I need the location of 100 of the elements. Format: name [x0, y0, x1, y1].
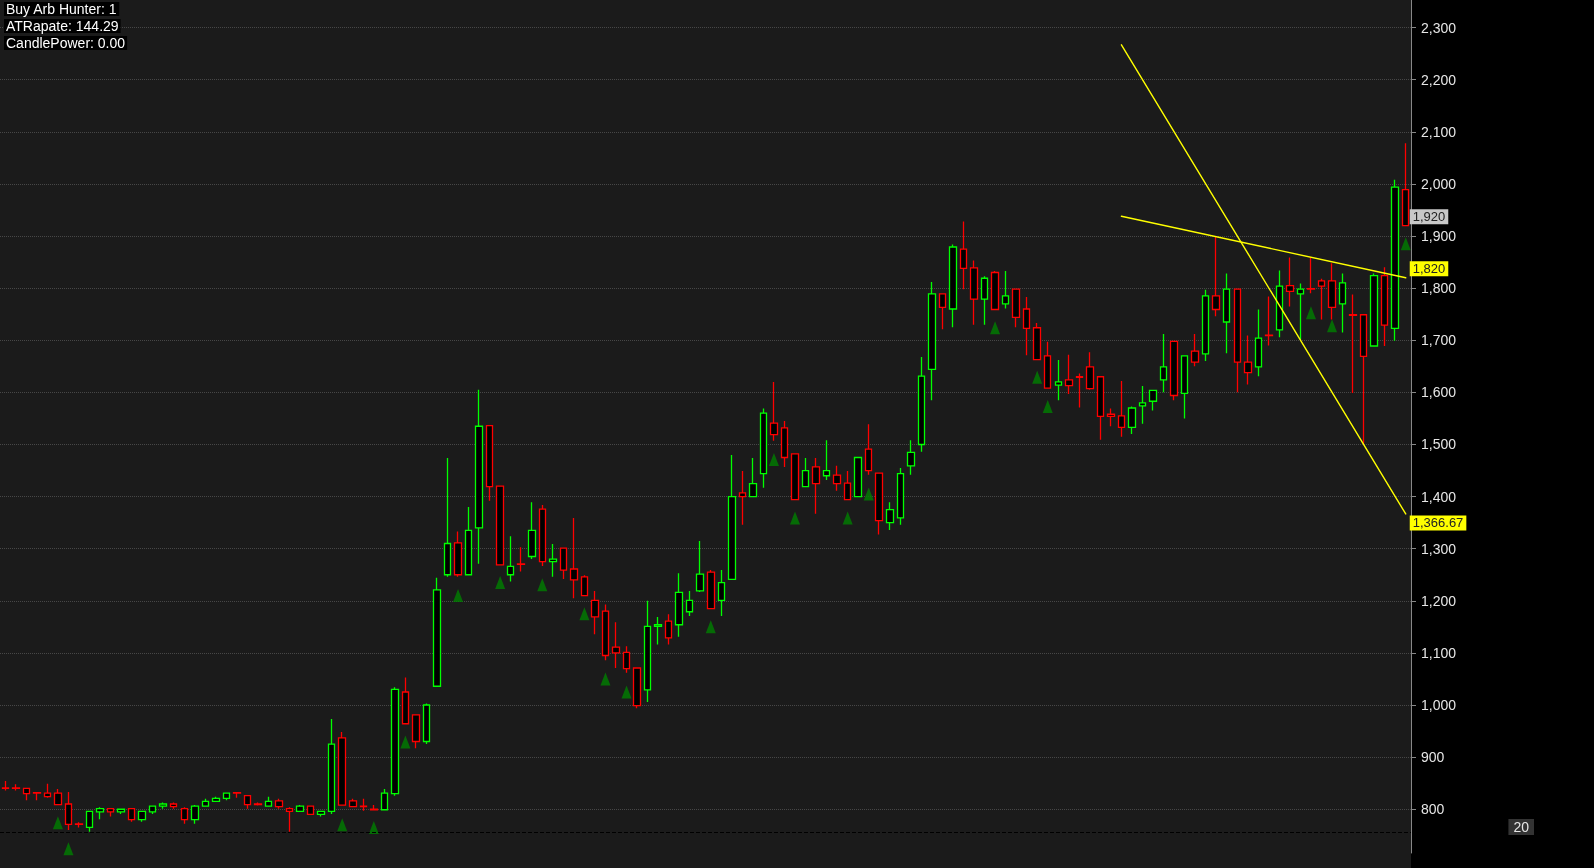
candlestick	[748, 457, 758, 498]
y-tick-label: 900	[1421, 749, 1445, 766]
candlestick	[485, 425, 494, 502]
candlestick	[832, 465, 842, 492]
candlestick	[1285, 256, 1295, 308]
candlestick	[422, 702, 431, 745]
candlestick	[685, 590, 694, 617]
text: 20	[1513, 819, 1530, 835]
candlestick	[390, 686, 400, 797]
candlestick	[990, 270, 1000, 311]
candlestick	[495, 485, 505, 566]
candlestick	[1127, 405, 1137, 435]
point	[337, 818, 348, 832]
point	[52, 816, 63, 830]
point	[495, 576, 506, 590]
candlestick	[85, 810, 94, 833]
point	[1032, 370, 1043, 384]
candlestick	[516, 546, 526, 573]
point	[1305, 306, 1316, 320]
data-label: 1,820	[1412, 261, 1446, 277]
candlestick	[927, 281, 937, 401]
candlestick	[1243, 334, 1253, 386]
candlestick	[706, 569, 716, 610]
candlestick	[11, 783, 21, 792]
point	[579, 607, 590, 621]
candlestick	[1180, 355, 1189, 420]
y-tick-label: 1,000	[1421, 697, 1457, 714]
data-label: 1,366.67	[1412, 515, 1464, 531]
candlestick	[822, 439, 831, 481]
candlestick	[1275, 269, 1284, 338]
y-tick-label: 1,700	[1421, 332, 1457, 349]
candlestick	[759, 407, 768, 489]
candlestick	[664, 613, 673, 646]
candlestick	[1148, 389, 1158, 412]
point	[1400, 237, 1411, 251]
y-tick-label: 1,200	[1421, 592, 1457, 609]
candlestick	[1317, 278, 1326, 321]
point	[705, 620, 716, 634]
candlestick	[432, 577, 442, 688]
candlestick	[769, 381, 779, 442]
candlestick	[348, 798, 358, 808]
candlestick	[632, 667, 642, 709]
point	[990, 321, 1001, 335]
candlestick	[801, 457, 810, 488]
candlestick	[874, 472, 884, 536]
y-tick-label: 800	[1421, 801, 1445, 818]
candlestick	[780, 420, 789, 468]
candlestick	[253, 801, 263, 807]
candlestick	[1233, 288, 1242, 394]
candlestick	[1043, 341, 1052, 389]
text: 1,920	[1412, 209, 1446, 225]
candlestick	[1117, 380, 1126, 438]
candlestick	[211, 796, 221, 803]
candlestick	[1348, 293, 1358, 394]
point	[863, 487, 874, 501]
y-tick-label: 2,200	[1421, 71, 1457, 88]
candlestick	[106, 808, 115, 818]
candlestick	[380, 788, 389, 811]
y-tick-label: 1,800	[1421, 280, 1457, 297]
candlestick	[548, 543, 558, 578]
candlestick	[1390, 179, 1400, 342]
candlestick	[1085, 351, 1095, 391]
point	[621, 685, 632, 699]
point	[368, 820, 379, 834]
candlestick	[274, 798, 284, 810]
candlestick	[1064, 354, 1074, 395]
candlestick	[1075, 372, 1084, 409]
candlestick	[611, 621, 621, 669]
candlestick	[969, 259, 979, 326]
candlestick	[896, 467, 905, 526]
candlestick	[653, 616, 663, 646]
candlestick	[1001, 270, 1010, 310]
candlestick	[53, 788, 63, 806]
candlestick	[1054, 359, 1063, 401]
point	[1042, 399, 1053, 413]
y-tick-label: 2,100	[1421, 123, 1457, 140]
candlestick	[674, 572, 684, 638]
y-tick-label: 1,900	[1421, 228, 1457, 245]
y-tick-label: 1,300	[1421, 540, 1457, 557]
candlestick	[232, 791, 242, 799]
candlestick	[1169, 340, 1179, 401]
candlestick	[1296, 282, 1305, 341]
annotation: Buy Arb Hunter: 1	[6, 1, 117, 17]
candlestick	[474, 389, 484, 565]
candlestick	[569, 517, 579, 599]
point	[453, 589, 464, 603]
candlestick	[359, 798, 368, 812]
candlestick	[158, 801, 168, 810]
candlestick	[243, 795, 252, 810]
candlestick	[316, 810, 326, 818]
candlestick	[264, 796, 273, 807]
point	[63, 842, 74, 856]
candlestick	[864, 423, 873, 476]
candlestick	[790, 453, 800, 501]
candlestick	[1159, 333, 1168, 394]
candlestick	[717, 569, 726, 617]
candlestick	[32, 791, 42, 802]
point	[768, 453, 779, 467]
candlestick	[843, 470, 852, 501]
candlestick	[506, 535, 515, 583]
